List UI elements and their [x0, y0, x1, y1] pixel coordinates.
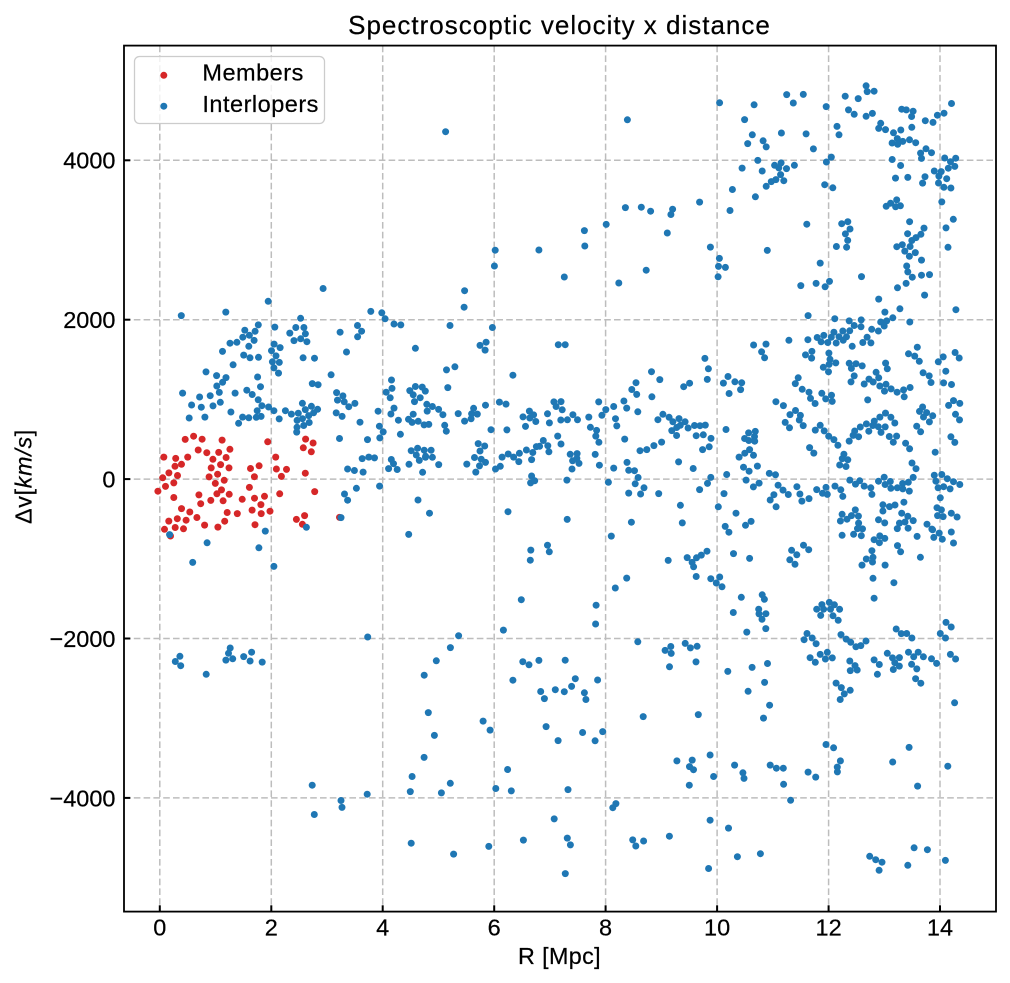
- svg-text:Members: Members: [202, 60, 303, 86]
- svg-text:6: 6: [488, 915, 501, 941]
- svg-text:12: 12: [816, 915, 842, 941]
- svg-text:Δv[km/s]: Δv[km/s]: [11, 429, 37, 524]
- svg-text:0: 0: [102, 467, 115, 493]
- svg-text:Interlopers: Interlopers: [202, 91, 319, 117]
- svg-text:8: 8: [599, 915, 612, 941]
- svg-text:2: 2: [265, 915, 278, 941]
- svg-text:0: 0: [153, 915, 166, 941]
- svg-text:R [Mpc]: R [Mpc]: [518, 943, 601, 969]
- svg-text:Spectroscoptic velocity x dist: Spectroscoptic velocity x distance: [348, 10, 771, 40]
- svg-text:4: 4: [376, 915, 389, 941]
- svg-text:14: 14: [927, 915, 953, 941]
- svg-text:2000: 2000: [63, 307, 115, 333]
- svg-text:10: 10: [704, 915, 730, 941]
- svg-text:4000: 4000: [63, 148, 115, 174]
- svg-text:−2000: −2000: [49, 626, 115, 652]
- svg-text:−4000: −4000: [49, 785, 115, 811]
